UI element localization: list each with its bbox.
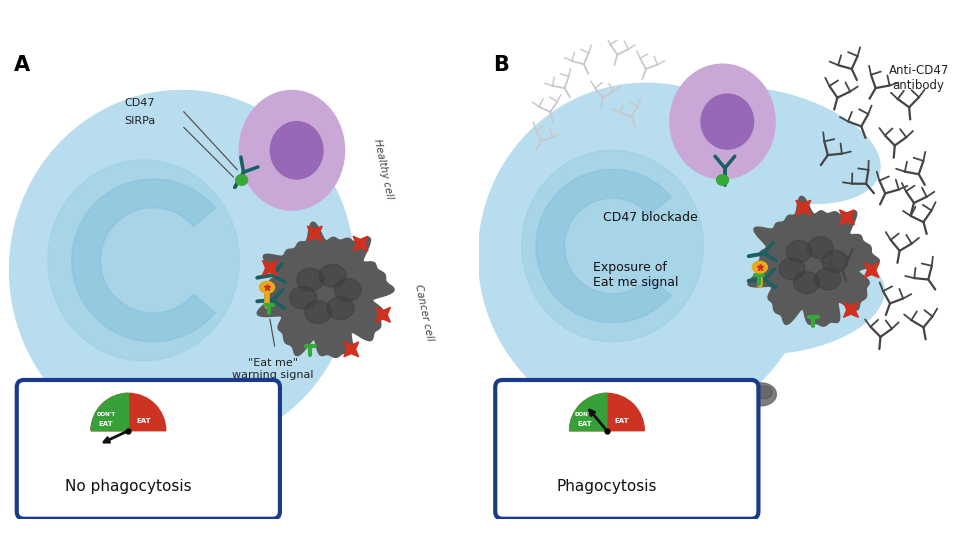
- Ellipse shape: [702, 399, 743, 428]
- Ellipse shape: [270, 122, 323, 179]
- FancyBboxPatch shape: [496, 380, 759, 519]
- Wedge shape: [91, 394, 128, 430]
- Ellipse shape: [48, 160, 239, 361]
- Text: Phagocytosis: Phagocytosis: [557, 479, 657, 494]
- Ellipse shape: [327, 297, 354, 320]
- Ellipse shape: [695, 253, 884, 353]
- Ellipse shape: [334, 279, 361, 301]
- Wedge shape: [569, 394, 644, 430]
- Text: SIRPa: SIRPa: [124, 116, 156, 126]
- Polygon shape: [536, 169, 671, 323]
- Ellipse shape: [701, 94, 754, 149]
- Ellipse shape: [717, 175, 728, 185]
- Text: EAT: EAT: [614, 418, 629, 424]
- Ellipse shape: [297, 268, 323, 291]
- Polygon shape: [307, 226, 323, 241]
- Text: B: B: [493, 55, 509, 74]
- Text: No phagocytosis: No phagocytosis: [65, 479, 191, 494]
- Ellipse shape: [714, 404, 737, 419]
- Ellipse shape: [659, 388, 686, 407]
- Polygon shape: [375, 307, 390, 322]
- Polygon shape: [839, 210, 855, 225]
- Ellipse shape: [752, 261, 768, 273]
- Ellipse shape: [786, 240, 812, 262]
- Text: DON'T: DON'T: [575, 411, 594, 416]
- Ellipse shape: [522, 150, 703, 342]
- Ellipse shape: [259, 281, 275, 293]
- Ellipse shape: [779, 258, 805, 280]
- Ellipse shape: [304, 301, 332, 323]
- Text: A: A: [14, 55, 31, 74]
- Wedge shape: [569, 394, 607, 430]
- Ellipse shape: [290, 286, 317, 309]
- Text: Macrophage: Macrophage: [49, 409, 123, 437]
- Polygon shape: [262, 260, 278, 276]
- Text: Healthy cell: Healthy cell: [371, 139, 394, 201]
- Polygon shape: [344, 342, 359, 357]
- Polygon shape: [257, 222, 394, 357]
- Ellipse shape: [746, 383, 776, 406]
- Ellipse shape: [815, 268, 841, 290]
- Ellipse shape: [10, 91, 354, 449]
- Wedge shape: [91, 394, 166, 430]
- Polygon shape: [796, 200, 811, 215]
- Text: CD47: CD47: [124, 98, 155, 108]
- Polygon shape: [864, 263, 879, 278]
- Ellipse shape: [670, 64, 775, 179]
- Polygon shape: [72, 179, 215, 342]
- Ellipse shape: [808, 237, 834, 259]
- Text: DON'T: DON'T: [97, 411, 116, 416]
- Text: "Eat me"
warning signal: "Eat me" warning signal: [232, 358, 314, 380]
- Text: EAT: EAT: [99, 421, 113, 427]
- Text: CD47 blockade: CD47 blockade: [603, 211, 698, 224]
- Text: Exposure of
Eat me signal: Exposure of Eat me signal: [593, 260, 679, 288]
- Text: Cancer cell: Cancer cell: [412, 284, 434, 342]
- Text: EAT: EAT: [136, 418, 150, 424]
- Polygon shape: [748, 196, 879, 326]
- Text: EAT: EAT: [577, 421, 591, 427]
- Ellipse shape: [478, 83, 813, 428]
- Ellipse shape: [793, 272, 819, 293]
- Ellipse shape: [319, 264, 346, 287]
- Ellipse shape: [646, 382, 694, 416]
- Polygon shape: [353, 236, 367, 251]
- FancyBboxPatch shape: [17, 380, 280, 519]
- Ellipse shape: [239, 91, 345, 210]
- Ellipse shape: [822, 250, 848, 272]
- Text: Anti-CD47
antibody: Anti-CD47 antibody: [888, 64, 949, 92]
- Ellipse shape: [755, 386, 772, 399]
- Ellipse shape: [670, 88, 880, 203]
- Ellipse shape: [235, 175, 248, 185]
- Polygon shape: [843, 302, 858, 318]
